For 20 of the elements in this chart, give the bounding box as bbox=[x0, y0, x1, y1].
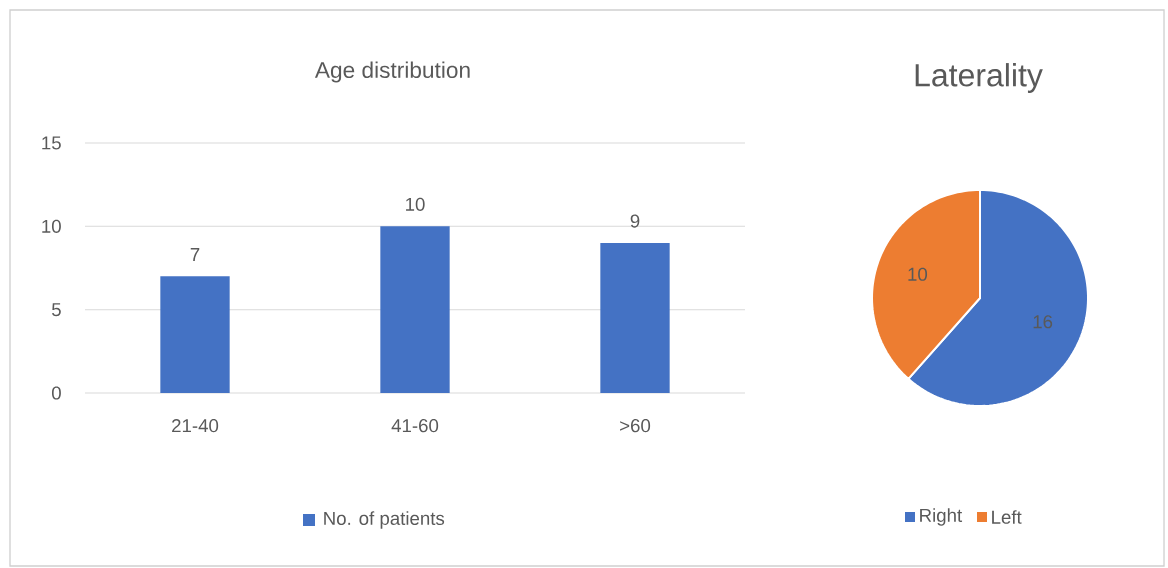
bar bbox=[160, 276, 230, 393]
legend-label: Right bbox=[920, 508, 963, 526]
legend-label: No. of patients bbox=[324, 511, 445, 529]
bar bbox=[600, 243, 670, 393]
legend-label: Left bbox=[992, 510, 1022, 524]
x-tick-label: 41-60 bbox=[391, 419, 439, 433]
y-tick-label: 5 bbox=[51, 303, 61, 317]
bar bbox=[380, 226, 450, 393]
x-tick-label: >60 bbox=[620, 419, 651, 433]
y-tick-label: 15 bbox=[42, 136, 61, 150]
y-tick-label: 10 bbox=[42, 219, 61, 233]
y-tick-label: 0 bbox=[51, 386, 61, 400]
chart-title: Laterality bbox=[915, 63, 1043, 93]
x-tick-label: 21-40 bbox=[172, 419, 219, 433]
data-label: 7 bbox=[190, 248, 200, 261]
chart-title: Age distribution bbox=[314, 61, 470, 83]
data-label: 10 bbox=[908, 267, 928, 281]
data-label: 10 bbox=[406, 197, 425, 211]
data-label: 16 bbox=[1033, 315, 1053, 329]
data-label: 9 bbox=[630, 214, 640, 228]
